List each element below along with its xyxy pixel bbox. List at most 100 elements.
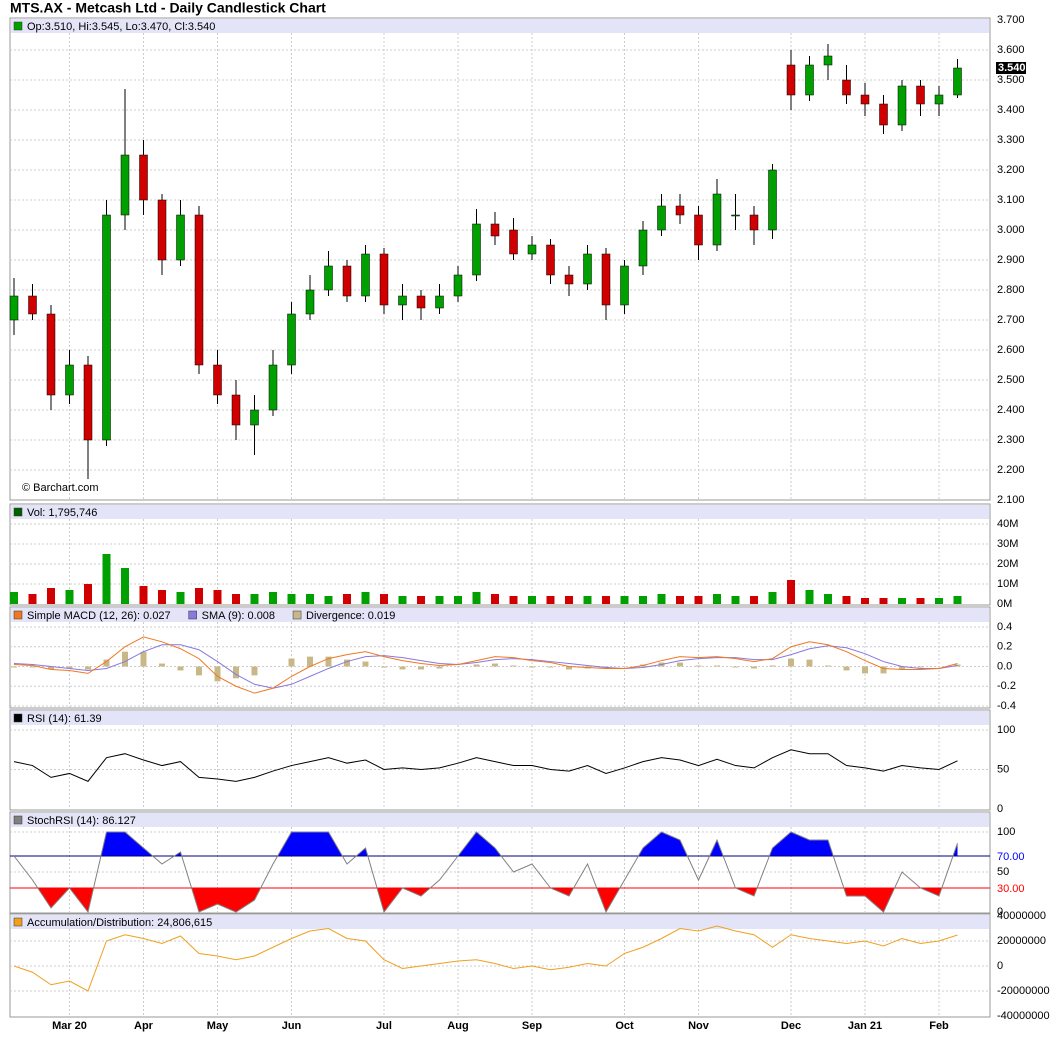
legend-label: StochRSI (14): 86.127 <box>27 815 136 827</box>
volume-bar <box>10 592 18 604</box>
candle-body <box>786 64 796 96</box>
candle-body <box>527 244 537 255</box>
y-tick-label: 20M <box>997 558 1018 570</box>
volume-bar <box>565 596 573 604</box>
y-tick-label: -40000000 <box>997 1010 1050 1022</box>
volume-bar <box>343 594 351 604</box>
divergence-bar <box>899 666 905 670</box>
volume-bar <box>824 594 832 604</box>
candle-body <box>657 205 666 231</box>
candle-body <box>194 214 204 366</box>
volume-bar <box>842 596 851 604</box>
volume-bar <box>47 588 55 604</box>
divergence-bar <box>547 666 554 668</box>
candle-body <box>120 154 130 216</box>
volume-bar <box>28 594 37 604</box>
divergence-bar <box>344 659 350 667</box>
x-tick-label: Sep <box>522 1020 542 1032</box>
pane-frame <box>9 709 991 811</box>
candle-body <box>620 265 629 306</box>
candle-body <box>46 313 56 396</box>
y-tick-label: 0 <box>997 960 1003 972</box>
volume-bar <box>639 596 647 604</box>
candle-body <box>953 67 962 96</box>
volume-bar <box>195 588 203 604</box>
volume-bar <box>380 594 388 604</box>
divergence-bar <box>307 656 313 667</box>
divergence-bar <box>566 666 572 670</box>
volume-bar <box>657 594 666 604</box>
divergence-bar <box>806 659 813 667</box>
volume-bar <box>583 596 592 604</box>
legend-swatch <box>13 21 23 31</box>
volume-bar <box>121 568 129 604</box>
y-tick-label: 2.200 <box>997 464 1025 476</box>
lower-level-label: 30.00 <box>997 883 1025 895</box>
series-line <box>13 925 958 992</box>
x-tick-label: Mar 20 <box>52 1020 87 1032</box>
divergence-bar <box>288 658 295 667</box>
legend-swatch <box>13 507 23 517</box>
candle-body <box>453 274 463 297</box>
volume-bar <box>805 590 814 604</box>
candle-body <box>305 289 315 315</box>
divergence-bar <box>492 663 498 667</box>
divergence-bar <box>418 666 424 670</box>
legend-swatch <box>13 610 23 620</box>
volume-bar <box>213 590 222 604</box>
volume-bar <box>472 592 481 604</box>
pane-frame <box>9 503 991 606</box>
legend-swatch <box>13 713 23 723</box>
y-tick-label: 30M <box>997 538 1018 550</box>
y-tick-label: 0.0 <box>997 660 1012 672</box>
candle-body <box>805 64 814 96</box>
volume-bar <box>916 598 925 604</box>
divergence-bar <box>122 651 128 667</box>
volume-bar <box>491 594 499 604</box>
divergence-bar <box>11 666 17 668</box>
candle-body <box>416 295 426 309</box>
volume-bar <box>287 594 296 604</box>
divergence-bar <box>48 666 54 670</box>
y-tick-label: 0.4 <box>997 621 1012 633</box>
divergence-bar <box>825 665 831 667</box>
y-tick-label: 3.400 <box>997 104 1025 116</box>
divergence-bar <box>436 666 443 669</box>
candle-body <box>823 55 833 66</box>
candle-body <box>398 295 407 306</box>
y-tick-label: 0 <box>997 906 1003 918</box>
candle-body <box>490 223 500 237</box>
x-tick-label: Jul <box>376 1020 392 1032</box>
legend-swatch <box>13 815 23 825</box>
pane-frame <box>9 606 991 709</box>
x-tick-label: Jan 21 <box>848 1020 882 1032</box>
divergence-bar <box>843 666 850 671</box>
legend-label: RSI (14): 61.39 <box>27 713 102 725</box>
volume-bar <box>324 596 333 604</box>
x-tick-label: Aug <box>447 1020 468 1032</box>
upper-level-label: 70.00 <box>997 851 1025 863</box>
y-tick-label: 3.200 <box>997 164 1025 176</box>
volume-bar <box>269 592 277 604</box>
x-tick-label: Apr <box>134 1020 154 1032</box>
divergence-bar <box>473 664 480 667</box>
divergence-bar <box>917 666 924 668</box>
volume-bar <box>509 596 518 604</box>
volume-bar <box>454 596 462 604</box>
legend-label: Simple MACD (12, 26): 0.027 <box>27 610 171 622</box>
y-tick-label: 3.700 <box>997 14 1025 26</box>
y-tick-label: 100 <box>997 826 1015 838</box>
y-tick-label: 0.2 <box>997 641 1012 653</box>
divergence-bar <box>233 666 239 679</box>
y-tick-label: -20000000 <box>997 985 1050 997</box>
candle-body <box>65 364 74 396</box>
legend-label: SMA (9): 0.008 <box>202 610 275 622</box>
divergence-bar <box>769 665 776 667</box>
x-tick-label: May <box>207 1020 229 1032</box>
y-tick-label: 2.100 <box>997 494 1025 506</box>
candle-body <box>268 364 278 411</box>
divergence-bar <box>362 661 369 667</box>
candle-body <box>638 229 648 267</box>
candle-body <box>694 214 703 246</box>
candle-body <box>472 223 481 276</box>
